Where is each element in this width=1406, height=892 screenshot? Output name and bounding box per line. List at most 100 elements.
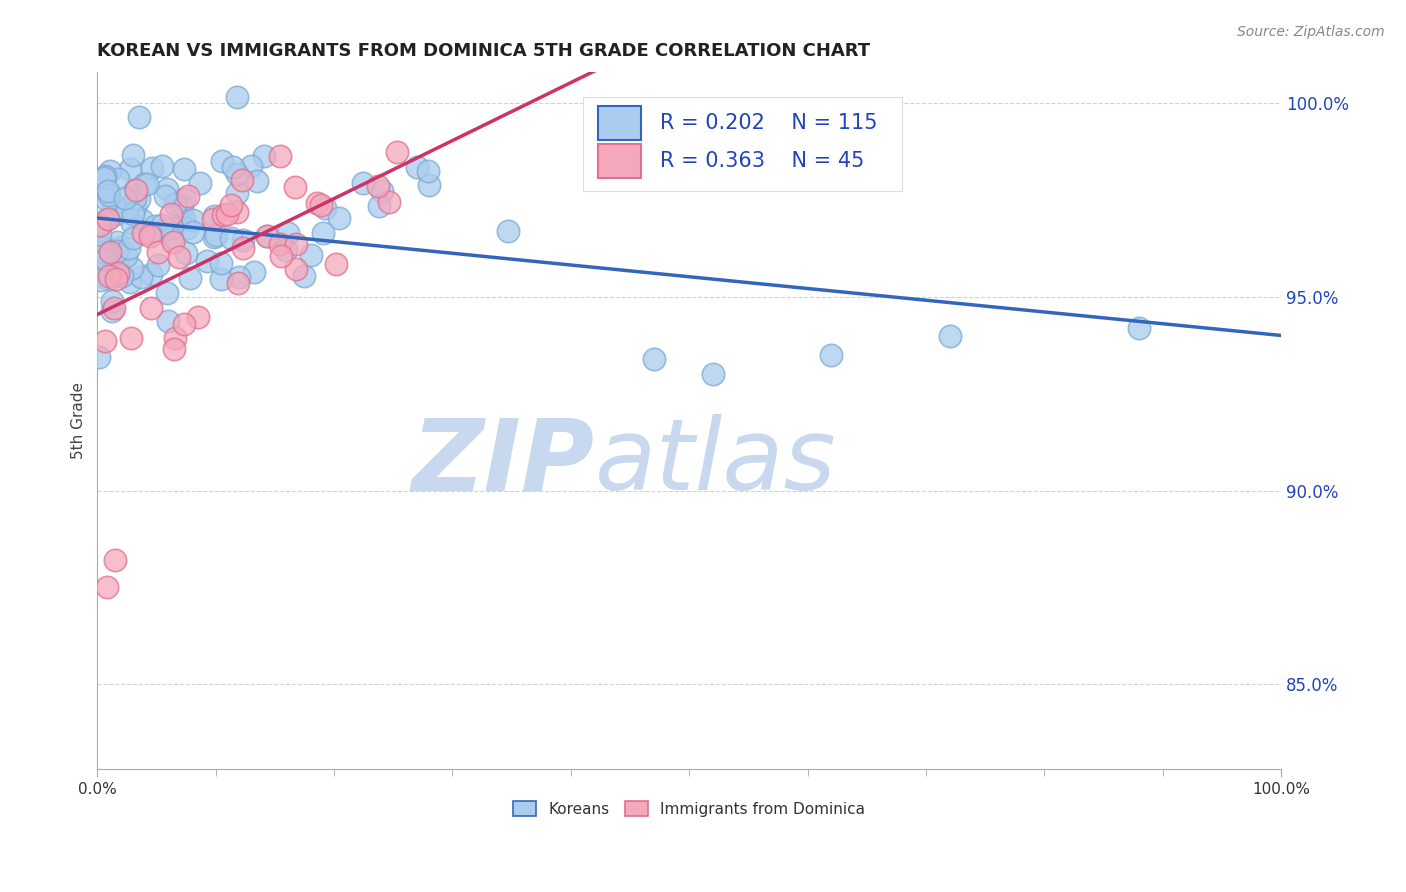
Point: [211, 153, 233, 168]
Point: [104, 553, 127, 567]
Point: [181, 226, 204, 240]
Point: [702, 368, 724, 382]
Point: [378, 194, 401, 209]
Point: [89, 227, 111, 242]
Point: [368, 199, 391, 213]
Point: [173, 192, 195, 206]
Point: [105, 235, 128, 250]
Point: [93, 213, 115, 227]
Point: [292, 269, 315, 284]
Point: [160, 231, 183, 245]
Point: [90, 241, 112, 255]
Text: R = 0.202    N = 115: R = 0.202 N = 115: [659, 113, 877, 133]
Point: [129, 270, 152, 285]
Point: [269, 149, 291, 163]
Point: [146, 258, 169, 272]
Point: [385, 145, 408, 160]
Point: [328, 211, 350, 225]
Point: [136, 177, 159, 191]
Point: [124, 190, 146, 204]
Point: [239, 159, 262, 173]
Point: [117, 241, 139, 255]
Point: [307, 196, 329, 211]
Point: [97, 184, 120, 198]
Point: [141, 161, 163, 175]
Point: [243, 265, 266, 279]
Point: [285, 262, 308, 277]
Point: [155, 222, 177, 236]
Point: [107, 257, 129, 271]
Point: [124, 200, 146, 214]
Point: [277, 226, 299, 240]
Point: [117, 202, 139, 217]
Point: [94, 246, 117, 260]
Text: R = 0.363    N = 45: R = 0.363 N = 45: [659, 152, 863, 171]
Point: [228, 269, 250, 284]
Point: [105, 244, 128, 259]
Point: [209, 271, 232, 285]
Point: [314, 201, 336, 215]
Point: [94, 252, 117, 267]
Point: [118, 162, 141, 177]
Point: [159, 207, 181, 221]
Point: [148, 245, 170, 260]
Point: [93, 169, 115, 184]
Point: [153, 188, 176, 202]
Point: [325, 257, 347, 271]
Point: [173, 212, 195, 227]
Point: [138, 229, 160, 244]
Point: [156, 286, 179, 301]
Point: [87, 219, 110, 234]
Point: [128, 110, 150, 124]
Point: [256, 229, 278, 244]
Point: [107, 266, 129, 280]
Y-axis label: 5th Grade: 5th Grade: [72, 383, 86, 459]
Point: [177, 188, 200, 202]
Point: [104, 247, 127, 261]
Point: [231, 172, 253, 186]
Point: [202, 212, 225, 227]
Point: [103, 242, 125, 256]
Point: [100, 293, 122, 308]
Point: [367, 178, 389, 193]
Point: [221, 197, 243, 211]
Point: [108, 240, 131, 254]
FancyBboxPatch shape: [598, 145, 641, 178]
Point: [188, 177, 211, 191]
Point: [98, 188, 121, 202]
Point: [124, 183, 146, 197]
Point: [131, 213, 153, 227]
Point: [124, 183, 146, 197]
Point: [103, 301, 125, 315]
Point: [94, 334, 117, 348]
Point: [938, 328, 960, 343]
Point: [91, 241, 114, 255]
Point: [120, 275, 142, 289]
Point: [90, 245, 112, 260]
Point: [114, 249, 136, 263]
Point: [274, 244, 297, 258]
Point: [150, 219, 173, 233]
Point: [132, 177, 155, 191]
Point: [176, 220, 198, 235]
Point: [173, 162, 195, 177]
Point: [93, 171, 115, 186]
Point: [156, 314, 179, 328]
Point: [162, 235, 184, 250]
Point: [111, 269, 134, 284]
Point: [226, 167, 249, 181]
Point: [121, 216, 143, 230]
Point: [371, 184, 394, 198]
Point: [114, 191, 136, 205]
Point: [222, 160, 245, 174]
Point: [139, 226, 162, 240]
Point: [187, 310, 209, 324]
FancyBboxPatch shape: [598, 106, 641, 140]
Point: [226, 186, 249, 201]
Point: [162, 342, 184, 356]
Point: [643, 351, 665, 366]
Point: [121, 261, 143, 276]
Point: [97, 211, 120, 226]
Point: [226, 276, 249, 290]
Point: [202, 230, 225, 244]
